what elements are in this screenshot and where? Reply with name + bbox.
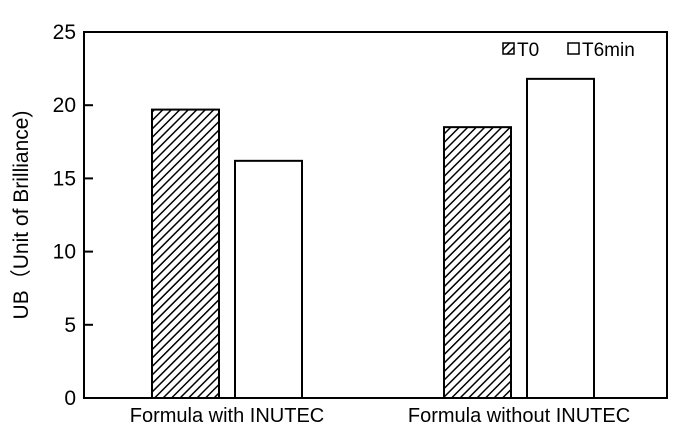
legend-swatch-t0 [502, 42, 515, 55]
bars-group [151, 77, 595, 400]
x-category-label: Formula with INUTEC [130, 405, 324, 427]
plot-frame [83, 31, 668, 399]
bar-t6min-1 [234, 159, 303, 399]
legend: T0 T6min [502, 40, 635, 61]
y-tick-label: 5 [64, 314, 76, 337]
y-tick-label: 20 [53, 94, 76, 117]
bar-t6min-2 [526, 77, 595, 400]
legend-label-t0: T0 [517, 40, 539, 61]
x-category-label: Formula without INUTEC [408, 405, 630, 427]
y-tick-label: 25 [53, 21, 76, 44]
y-axis-ticks: 0 5 10 15 20 25 [53, 21, 93, 410]
y-tick-label: 0 [64, 387, 76, 410]
y-tick-label: 15 [53, 167, 76, 190]
legend-swatch-t6min [567, 42, 580, 55]
x-axis-labels: Formula with INUTEC Formula without INUTE… [130, 405, 630, 427]
bar-t0-2 [443, 126, 512, 399]
y-axis-label: UB（Unit of Brilliance) [10, 111, 33, 320]
legend-label-t6min: T6min [582, 40, 635, 61]
y-tick-label: 10 [53, 241, 76, 264]
bar-t0-1 [151, 108, 220, 399]
